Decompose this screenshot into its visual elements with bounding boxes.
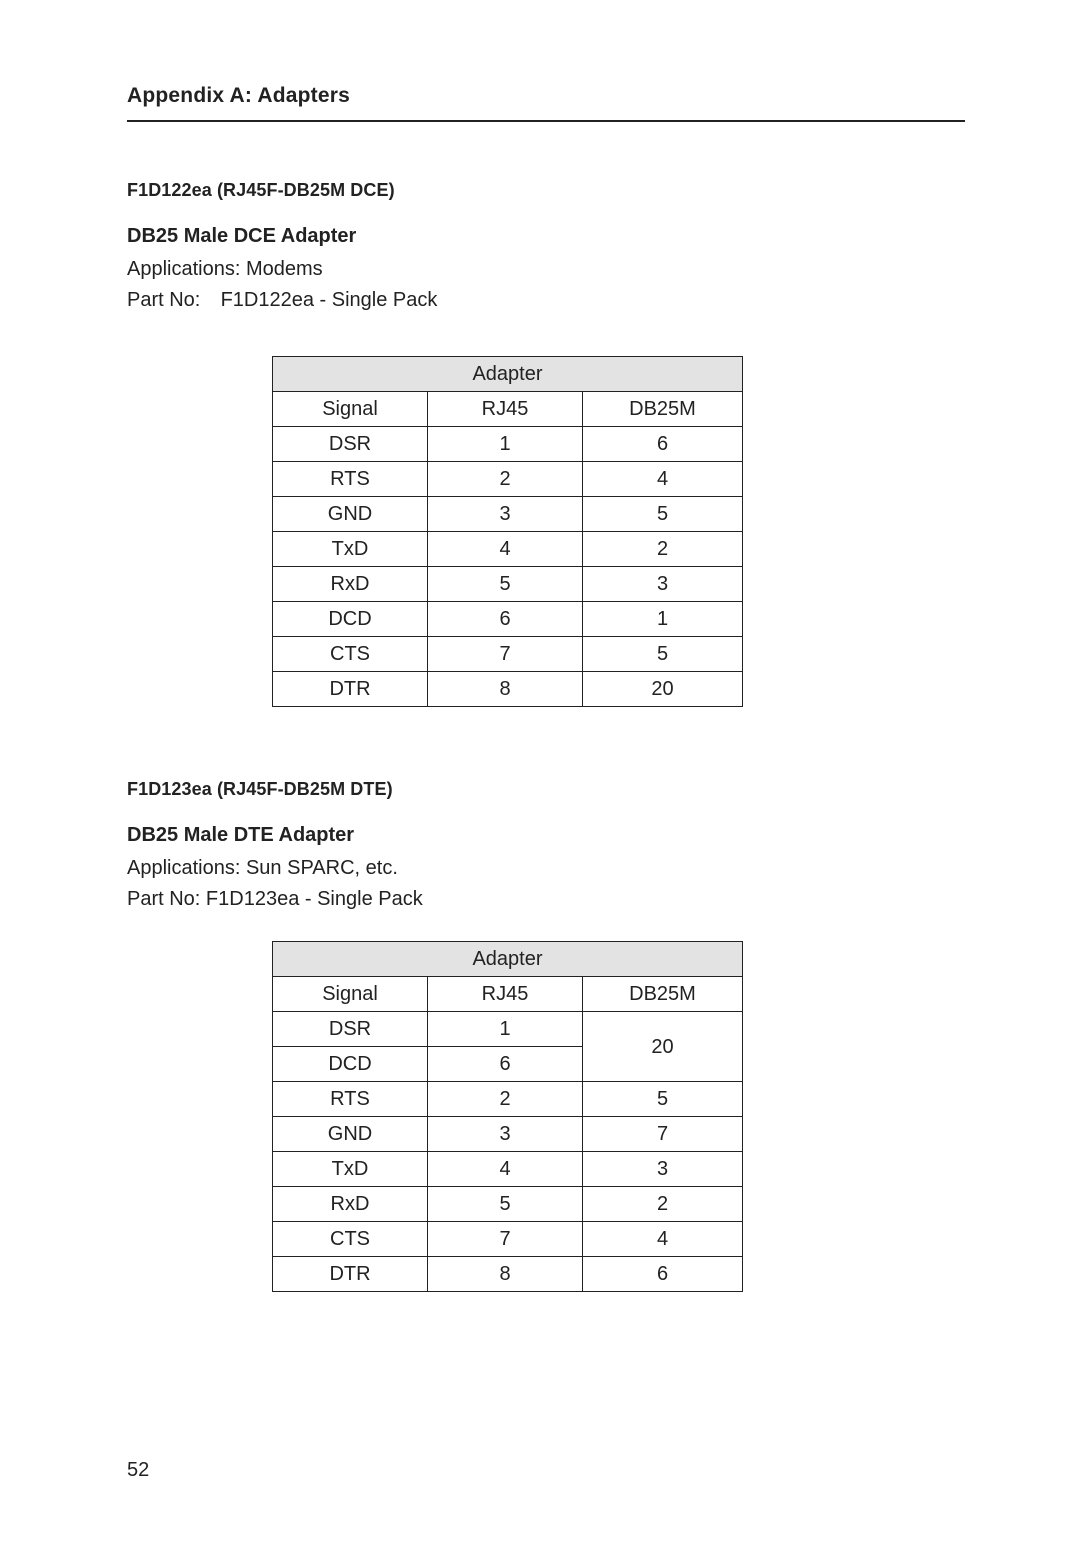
cell-signal: GND xyxy=(273,497,428,532)
cell-signal: CTS xyxy=(273,637,428,672)
cell-db25m: 2 xyxy=(583,532,743,567)
applications-line: Applications: Sun SPARC, etc. xyxy=(127,853,965,884)
table-row: Signal RJ45 DB25M xyxy=(273,977,743,1012)
adapter-subtitle: DB25 Male DTE Adapter xyxy=(127,824,965,847)
cell-db25m: 4 xyxy=(583,462,743,497)
adapter-subtitle: DB25 Male DCE Adapter xyxy=(127,225,965,248)
cell-db25m: 20 xyxy=(583,672,743,707)
cell-signal: GND xyxy=(273,1117,428,1152)
partno-line: Part No: F1D122ea - Single Pack xyxy=(127,285,965,316)
cell-db25m: 3 xyxy=(583,1152,743,1187)
table-row: RxD 5 3 xyxy=(273,567,743,602)
cell-signal: TxD xyxy=(273,1152,428,1187)
section-heading: F1D123ea (RJ45F-DB25M DTE) xyxy=(127,779,965,800)
table-row: CTS 7 5 xyxy=(273,637,743,672)
cell-signal: CTS xyxy=(273,1222,428,1257)
table-row: Adapter xyxy=(273,357,743,392)
partno-line: Part No: F1D123ea - Single Pack xyxy=(127,884,965,915)
applications-line: Applications: Modems xyxy=(127,254,965,285)
partno-label: Part No: xyxy=(127,888,200,910)
table-row: DTR 8 20 xyxy=(273,672,743,707)
adapter-table-wrap: Adapter Signal RJ45 DB25M DSR 1 6 RTS 2 … xyxy=(272,356,965,707)
adapter-table-wrap: Adapter Signal RJ45 DB25M DSR 1 20 DCD 6 xyxy=(272,941,965,1292)
table-row: Signal RJ45 DB25M xyxy=(273,392,743,427)
cell-signal: DCD xyxy=(273,602,428,637)
cell-db25m: 5 xyxy=(583,497,743,532)
cell-rj45: 8 xyxy=(428,672,583,707)
partno-value: F1D123ea - Single Pack xyxy=(206,888,423,910)
col-header: RJ45 xyxy=(428,977,583,1012)
cell-signal: RTS xyxy=(273,462,428,497)
cell-rj45: 3 xyxy=(428,497,583,532)
table-row: CTS 7 4 xyxy=(273,1222,743,1257)
cell-rj45: 5 xyxy=(428,1187,583,1222)
table-row: RxD 5 2 xyxy=(273,1187,743,1222)
cell-rj45: 1 xyxy=(428,1012,583,1047)
cell-rj45: 4 xyxy=(428,532,583,567)
cell-signal: DTR xyxy=(273,672,428,707)
table-row: GND 3 5 xyxy=(273,497,743,532)
cell-rj45: 4 xyxy=(428,1152,583,1187)
cell-db25m: 7 xyxy=(583,1117,743,1152)
cell-rj45: 7 xyxy=(428,637,583,672)
table-row: DCD 6 1 xyxy=(273,602,743,637)
page: Appendix A: Adapters F1D122ea (RJ45F-DB2… xyxy=(0,0,1080,1542)
table-row: RTS 2 5 xyxy=(273,1082,743,1117)
table-row: GND 3 7 xyxy=(273,1117,743,1152)
cell-signal: TxD xyxy=(273,532,428,567)
cell-rj45: 5 xyxy=(428,567,583,602)
cell-db25m: 1 xyxy=(583,602,743,637)
cell-db25m: 4 xyxy=(583,1222,743,1257)
cell-rj45: 6 xyxy=(428,602,583,637)
cell-signal: RxD xyxy=(273,567,428,602)
col-header: RJ45 xyxy=(428,392,583,427)
table-row: DSR 1 20 xyxy=(273,1012,743,1047)
section-dte: F1D123ea (RJ45F-DB25M DTE) DB25 Male DTE… xyxy=(127,779,965,1292)
table-row: RTS 2 4 xyxy=(273,462,743,497)
cell-rj45: 8 xyxy=(428,1257,583,1292)
col-header: DB25M xyxy=(583,392,743,427)
section-dce: F1D122ea (RJ45F-DB25M DCE) DB25 Male DCE… xyxy=(127,180,965,707)
cell-signal: RxD xyxy=(273,1187,428,1222)
applications-value: Sun SPARC, etc. xyxy=(246,857,398,879)
adapter-table: Adapter Signal RJ45 DB25M DSR 1 20 DCD 6 xyxy=(272,941,743,1292)
cell-db25m: 20 xyxy=(583,1012,743,1082)
cell-rj45: 2 xyxy=(428,1082,583,1117)
section-heading: F1D122ea (RJ45F-DB25M DCE) xyxy=(127,180,965,201)
col-header: Signal xyxy=(273,977,428,1012)
applications-label: Applications: xyxy=(127,258,240,280)
cell-signal: DSR xyxy=(273,1012,428,1047)
cell-rj45: 3 xyxy=(428,1117,583,1152)
applications-label: Applications: xyxy=(127,857,240,879)
cell-rj45: 7 xyxy=(428,1222,583,1257)
partno-label: Part No: xyxy=(127,285,215,316)
cell-db25m: 3 xyxy=(583,567,743,602)
applications-value: Modems xyxy=(246,258,323,280)
table-caption: Adapter xyxy=(273,357,743,392)
table-row: DSR 1 6 xyxy=(273,427,743,462)
cell-signal: RTS xyxy=(273,1082,428,1117)
cell-signal: DCD xyxy=(273,1047,428,1082)
cell-rj45: 1 xyxy=(428,427,583,462)
cell-signal: DSR xyxy=(273,427,428,462)
appendix-title: Appendix A: Adapters xyxy=(127,84,965,122)
table-caption: Adapter xyxy=(273,942,743,977)
cell-db25m: 2 xyxy=(583,1187,743,1222)
cell-signal: DTR xyxy=(273,1257,428,1292)
cell-db25m: 6 xyxy=(583,427,743,462)
cell-rj45: 6 xyxy=(428,1047,583,1082)
cell-db25m: 5 xyxy=(583,1082,743,1117)
table-row: TxD 4 2 xyxy=(273,532,743,567)
table-row: DTR 8 6 xyxy=(273,1257,743,1292)
col-header: Signal xyxy=(273,392,428,427)
table-row: TxD 4 3 xyxy=(273,1152,743,1187)
cell-rj45: 2 xyxy=(428,462,583,497)
adapter-table: Adapter Signal RJ45 DB25M DSR 1 6 RTS 2 … xyxy=(272,356,743,707)
partno-value: F1D122ea - Single Pack xyxy=(221,289,438,311)
col-header: DB25M xyxy=(583,977,743,1012)
cell-db25m: 6 xyxy=(583,1257,743,1292)
page-number: 52 xyxy=(127,1459,149,1482)
cell-db25m: 5 xyxy=(583,637,743,672)
table-row: Adapter xyxy=(273,942,743,977)
